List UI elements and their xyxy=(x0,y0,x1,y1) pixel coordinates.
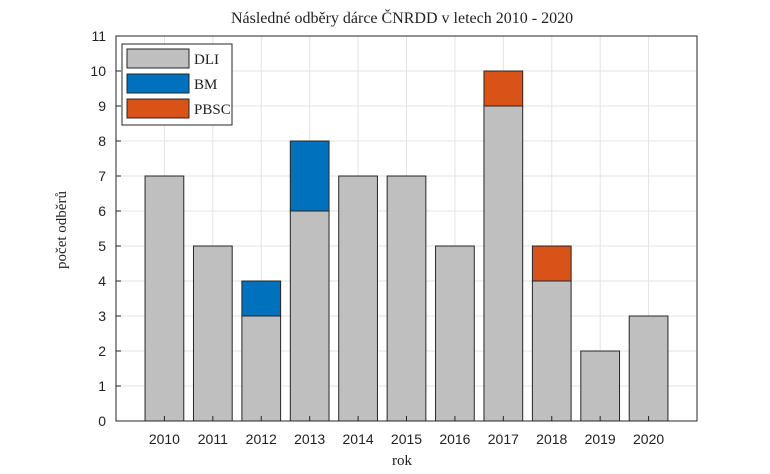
bar-dli-2018 xyxy=(531,280,572,422)
bar-pbsc-2018 xyxy=(531,245,572,282)
y-tick-label: 6 xyxy=(98,203,106,219)
bar-dli-2011 xyxy=(192,245,233,422)
y-tick-label: 8 xyxy=(98,133,106,149)
bar-dli-2020 xyxy=(628,315,669,422)
x-tick-label: 2020 xyxy=(633,431,664,447)
bar-dli-2012 xyxy=(241,315,282,422)
legend-swatch-bm xyxy=(126,73,190,94)
legend: DLI BM PBSC xyxy=(121,43,233,126)
bar-pbsc-2017 xyxy=(483,70,524,107)
chart-title: Následné odběry dárce ČNRDD v letech 201… xyxy=(231,8,573,27)
y-axis-ticks: 0 1 2 3 4 5 6 7 8 9 10 11 xyxy=(90,28,121,429)
y-tick-label: 7 xyxy=(98,168,106,184)
bars-group xyxy=(144,70,669,422)
legend-swatch-dli xyxy=(126,48,190,69)
y-tick-label: 0 xyxy=(98,413,106,429)
bar-bm-2012 xyxy=(241,280,282,317)
x-tick-label: 2013 xyxy=(294,431,325,447)
legend-label-dli: DLI xyxy=(194,52,219,68)
y-tick-label: 10 xyxy=(90,63,106,79)
legend-swatch-pbsc xyxy=(126,98,190,119)
y-tick-label: 4 xyxy=(98,273,106,289)
bar-bm-2013 xyxy=(289,140,330,212)
y-tick-label: 9 xyxy=(98,98,106,114)
bar-dli-2014 xyxy=(338,175,378,422)
y-tick-label: 1 xyxy=(98,378,106,394)
legend-label-bm: BM xyxy=(194,77,217,93)
bar-dli-2016 xyxy=(435,245,475,422)
bar-dli-2010 xyxy=(144,175,185,422)
x-axis-label: rok xyxy=(392,453,412,469)
legend-label-pbsc: PBSC xyxy=(194,102,231,118)
bar-dli-2015 xyxy=(386,175,427,422)
x-tick-label: 2018 xyxy=(536,431,567,447)
x-tick-label: 2016 xyxy=(439,431,470,447)
x-tick-label: 2010 xyxy=(149,431,180,447)
y-tick-label: 11 xyxy=(91,28,106,44)
y-tick-label: 3 xyxy=(98,308,106,324)
bar-dli-2019 xyxy=(580,350,621,422)
x-axis-ticks: 2010 2011 2012 2013 2014 2015 2016 2017 2018 2019… xyxy=(149,416,664,447)
x-tick-label: 2012 xyxy=(246,431,277,447)
x-tick-label: 2017 xyxy=(488,431,519,447)
y-axis-label: počet odběrů xyxy=(54,191,70,269)
y-tick-label: 5 xyxy=(98,238,106,254)
y-tick-label: 2 xyxy=(98,343,106,359)
x-tick-label: 2011 xyxy=(198,431,228,447)
x-tick-label: 2019 xyxy=(585,431,616,447)
x-tick-label: 2014 xyxy=(343,431,374,447)
bar-dli-2013 xyxy=(289,210,330,422)
bar-dli-2017 xyxy=(483,105,524,422)
x-tick-label: 2015 xyxy=(391,431,422,447)
